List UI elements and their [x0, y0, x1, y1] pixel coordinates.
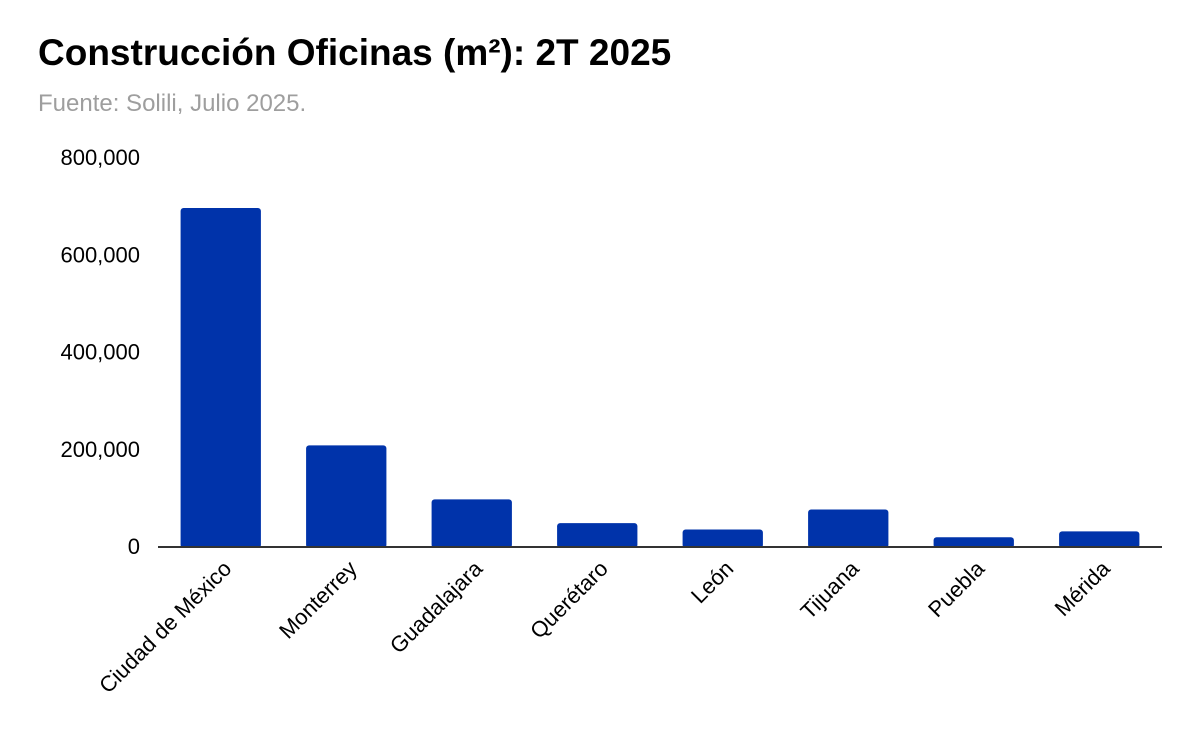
- bar: [306, 445, 387, 548]
- x-tick-label: Guadalajara: [385, 555, 488, 658]
- y-tick-label: 600,000: [60, 242, 140, 267]
- x-tick-label: León: [686, 556, 738, 608]
- chart-title: Construcción Oficinas (m²): 2T 2025: [38, 32, 672, 73]
- x-tick-label: Puebla: [923, 555, 990, 622]
- y-tick-label: 400,000: [60, 340, 140, 365]
- bar: [180, 208, 261, 548]
- x-axis-tick-labels: Ciudad de México Monterrey Guadalajara Quer…: [94, 555, 1115, 698]
- bar: [1059, 531, 1140, 548]
- y-tick-label: 200,000: [60, 437, 140, 462]
- chart-subtitle: Fuente: Solili, Julio 2025.: [38, 90, 307, 117]
- bars: [180, 208, 1140, 548]
- x-tick-label: Mérida: [1050, 555, 1116, 621]
- y-tick-label: 800,000: [60, 145, 140, 170]
- bar: [933, 537, 1014, 548]
- x-tick-label: Ciudad de México: [94, 556, 236, 698]
- bar: [682, 529, 763, 548]
- y-tick-label: 0: [128, 534, 140, 559]
- bar: [557, 523, 638, 548]
- bar: [808, 509, 889, 548]
- x-tick-label: Querétaro: [525, 556, 613, 644]
- y-axis-ticks: 0 200,000 400,000 600,000 800,000: [60, 145, 140, 559]
- bar: [431, 499, 512, 548]
- x-tick-label: Tijuana: [796, 555, 865, 624]
- x-tick-label: Monterrey: [274, 556, 362, 644]
